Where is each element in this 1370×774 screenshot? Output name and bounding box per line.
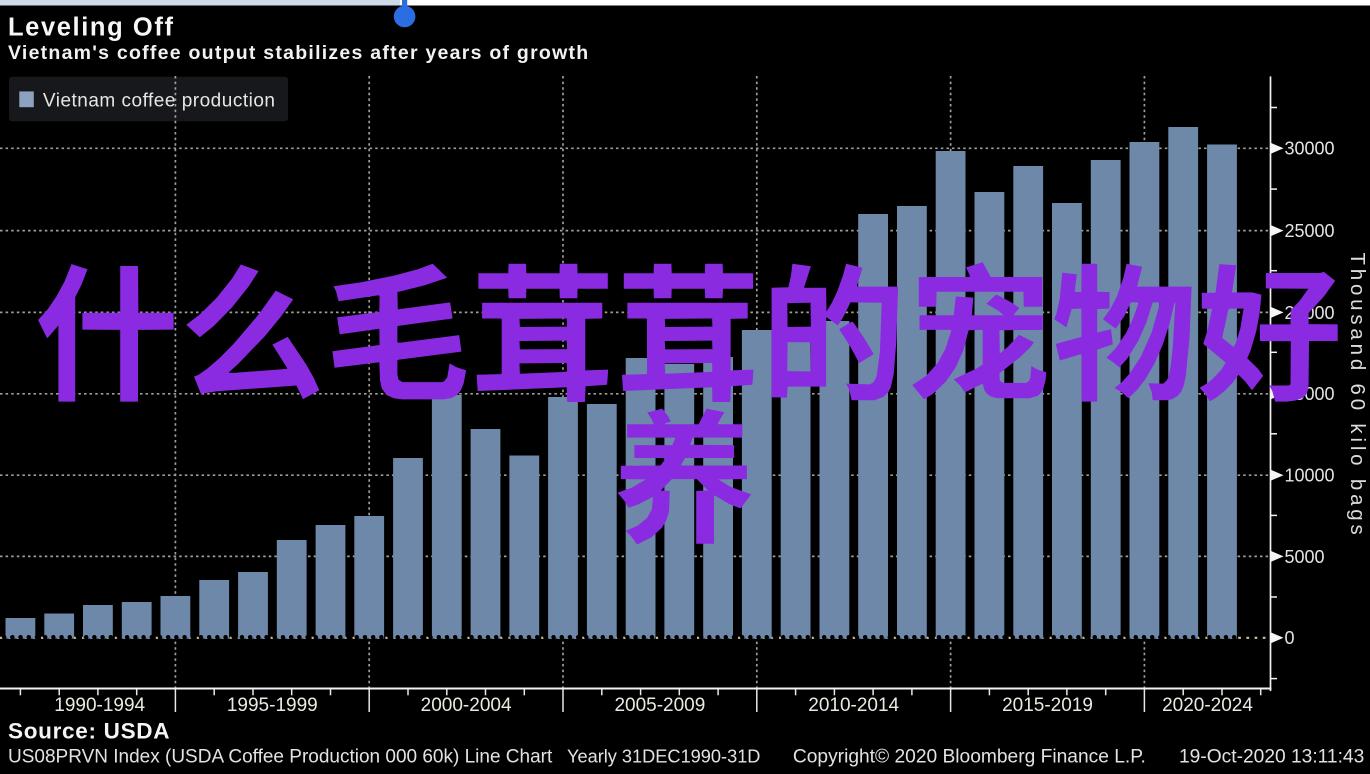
svg-text:Source: USDA: Source: USDA	[8, 719, 170, 744]
svg-text:1990-1994: 1990-1994	[54, 695, 145, 716]
svg-text:Copyright© 2020 Bloomberg Fina: Copyright© 2020 Bloomberg Finance L.P.	[793, 747, 1146, 768]
svg-text:5000: 5000	[1285, 547, 1325, 567]
svg-text:19-Oct-2020 13:11:43: 19-Oct-2020 13:11:43	[1179, 747, 1364, 768]
svg-text:Vietnam coffee production: Vietnam coffee production	[43, 91, 276, 112]
svg-text:2005-2009: 2005-2009	[614, 695, 705, 716]
svg-text:10000: 10000	[1285, 466, 1335, 486]
svg-text:Vietnam's coffee output stabil: Vietnam's coffee output stabilizes after…	[8, 42, 589, 64]
svg-text:2015-2019: 2015-2019	[1002, 695, 1093, 716]
svg-text:2000-2004: 2000-2004	[421, 695, 512, 716]
svg-text:Leveling Off: Leveling Off	[8, 14, 175, 42]
svg-text:0: 0	[1285, 628, 1295, 648]
svg-text:1995-1999: 1995-1999	[227, 695, 318, 716]
svg-text:Yearly 31DEC1990-31D: Yearly 31DEC1990-31D	[567, 747, 760, 767]
svg-text:2010-2014: 2010-2014	[808, 695, 899, 716]
svg-text:US08PRVN Index (USDA Coffee Pr: US08PRVN Index (USDA Coffee Production 0…	[8, 747, 553, 768]
svg-text:2020-2024: 2020-2024	[1162, 695, 1253, 716]
svg-text:25000: 25000	[1285, 221, 1335, 241]
svg-text:30000: 30000	[1285, 139, 1335, 159]
svg-text:Thousand 60 kilo bags: Thousand 60 kilo bags	[1346, 252, 1369, 538]
